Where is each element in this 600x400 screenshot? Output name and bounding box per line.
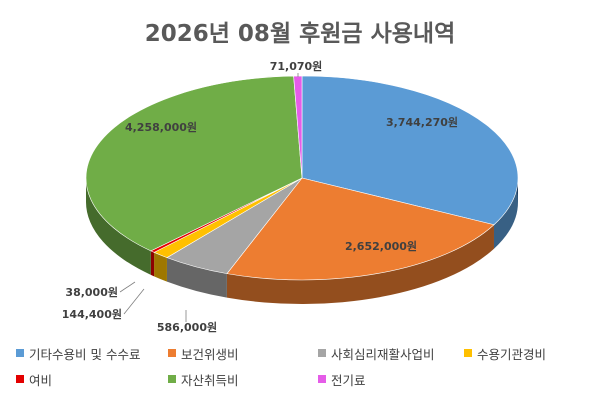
pie-slice-0 xyxy=(301,75,519,226)
legend-swatch xyxy=(168,349,176,357)
legend: 기타수용비 및 수수료 보건위생비 사회심리재활사업비 수용기관경비 여비 자산… xyxy=(16,340,596,392)
pie-slice-5 xyxy=(85,75,303,252)
leader-line-3 xyxy=(123,288,145,315)
data-label-1: 2,652,000원 xyxy=(345,239,417,253)
pie-chart: 3,744,270원 2,652,000원 586,000원 144,400원 38,0… xyxy=(62,59,519,334)
legend-label: 여비 xyxy=(29,372,53,388)
legend-label: 자산취득비 xyxy=(181,372,239,388)
data-label-6: 71,070원 xyxy=(270,59,323,73)
pie-side-0 xyxy=(493,178,518,249)
pie-side-4 xyxy=(150,250,155,277)
legend-label: 사회심리재활사업비 xyxy=(331,346,435,362)
legend-item-자산취득비: 자산취득비 xyxy=(168,370,318,389)
legend-label: 기타수용비 및 수수료 xyxy=(29,346,141,362)
legend-label: 전기료 xyxy=(331,372,366,388)
legend-item-전기료: 전기료 xyxy=(318,370,366,389)
legend-swatch xyxy=(464,349,472,357)
legend-swatch xyxy=(318,349,326,357)
pie-side-2 xyxy=(166,257,227,298)
pie-side-1 xyxy=(226,224,494,304)
legend-item-보건위생비: 보건위생비 xyxy=(168,344,318,363)
data-label-2: 586,000원 xyxy=(157,320,217,334)
leader-line-4 xyxy=(119,281,136,293)
legend-label: 수용기관경비 xyxy=(477,346,547,362)
legend-item-사회심리재활사업비: 사회심리재활사업비 xyxy=(318,344,464,363)
data-label-4: 38,000원 xyxy=(65,285,118,299)
legend-row-2: 여비 자산취득비 전기료 xyxy=(16,366,596,392)
legend-label: 보건위생비 xyxy=(181,346,239,362)
data-label-5: 4,258,000원 xyxy=(125,120,197,134)
legend-swatch xyxy=(16,349,24,357)
legend-item-수용기관경비: 수용기관경비 xyxy=(464,344,546,363)
pie-side-3 xyxy=(154,252,167,282)
data-label-3: 144,400원 xyxy=(62,307,122,321)
chart-title: 2026년 08월 후원금 사용내역 xyxy=(144,21,456,47)
legend-item-여비: 여비 xyxy=(16,370,168,389)
pie-side-5 xyxy=(86,178,151,275)
legend-item-기타수용비: 기타수용비 및 수수료 xyxy=(16,344,168,363)
legend-swatch xyxy=(168,375,176,383)
data-label-0: 3,744,270원 xyxy=(386,115,458,129)
legend-row-1: 기타수용비 및 수수료 보건위생비 사회심리재활사업비 수용기관경비 xyxy=(16,340,596,366)
pie-slice-1 xyxy=(226,177,495,281)
legend-swatch xyxy=(16,375,24,383)
legend-swatch xyxy=(318,375,326,383)
